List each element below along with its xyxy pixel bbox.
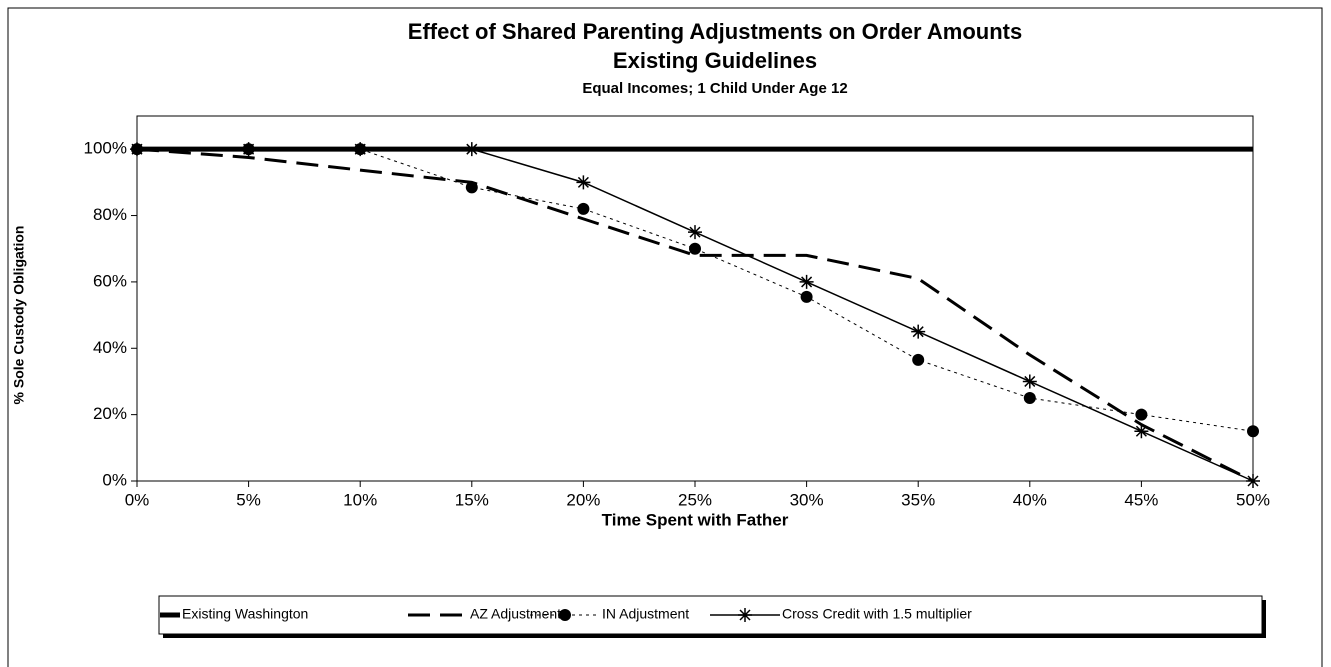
- marker: [1135, 408, 1148, 421]
- marker: [353, 142, 368, 157]
- y-tick-label: 100%: [84, 139, 127, 158]
- marker: [800, 290, 813, 303]
- legend-label: Cross Credit with 1.5 multiplier: [782, 606, 972, 622]
- x-tick-label: 15%: [455, 490, 489, 509]
- legend-label: IN Adjustment: [602, 606, 689, 622]
- marker: [1134, 424, 1149, 439]
- chart-border: [7, 7, 1323, 667]
- y-tick-label: 60%: [93, 271, 127, 290]
- marker: [688, 225, 702, 240]
- marker: [799, 274, 814, 289]
- marker: [1246, 474, 1260, 488]
- marker: [911, 324, 926, 339]
- marker: [130, 142, 144, 157]
- marker: [1023, 392, 1036, 405]
- marker: [1247, 425, 1259, 438]
- x-tick-label: 10%: [343, 490, 377, 509]
- chart-subtitle-2: Equal Incomes; 1 Child Under Age 12: [582, 80, 847, 97]
- y-tick-label: 80%: [93, 205, 127, 224]
- x-tick-label: 0%: [125, 490, 150, 509]
- marker: [912, 353, 925, 366]
- x-tick-label: 45%: [1124, 490, 1158, 509]
- marker: [464, 142, 479, 157]
- x-tick-label: 20%: [566, 490, 600, 509]
- x-tick-label: 50%: [1236, 490, 1270, 509]
- y-tick-label: 20%: [93, 404, 127, 423]
- series-line: [136, 147, 1254, 483]
- y-tick-label: 0%: [102, 470, 127, 489]
- x-tick-label: 5%: [236, 490, 261, 509]
- legend-label: AZ Adjustment: [470, 606, 561, 622]
- marker: [241, 142, 256, 157]
- chart-title: Effect of Shared Parenting Adjustments o…: [408, 19, 1022, 44]
- chart-subtitle: Existing Guidelines: [613, 48, 817, 73]
- marker: [465, 181, 478, 194]
- x-tick-label: 30%: [790, 490, 824, 509]
- y-tick-label: 40%: [93, 338, 127, 357]
- series-line: [137, 148, 1254, 482]
- marker: [577, 202, 590, 215]
- legend-label: Existing Washington: [182, 606, 308, 622]
- x-axis-label: Time Spent with Father: [602, 510, 789, 529]
- y-axis-label: % Sole Custody Obligation: [11, 226, 27, 405]
- marker: [689, 242, 701, 255]
- marker: [1022, 374, 1037, 389]
- plot-frame: [136, 115, 1254, 482]
- marker: [738, 608, 752, 622]
- marker: [559, 609, 571, 621]
- x-tick-label: 35%: [901, 490, 935, 509]
- x-tick-label: 40%: [1013, 490, 1047, 509]
- x-tick-label: 25%: [678, 490, 712, 509]
- marker: [576, 175, 591, 190]
